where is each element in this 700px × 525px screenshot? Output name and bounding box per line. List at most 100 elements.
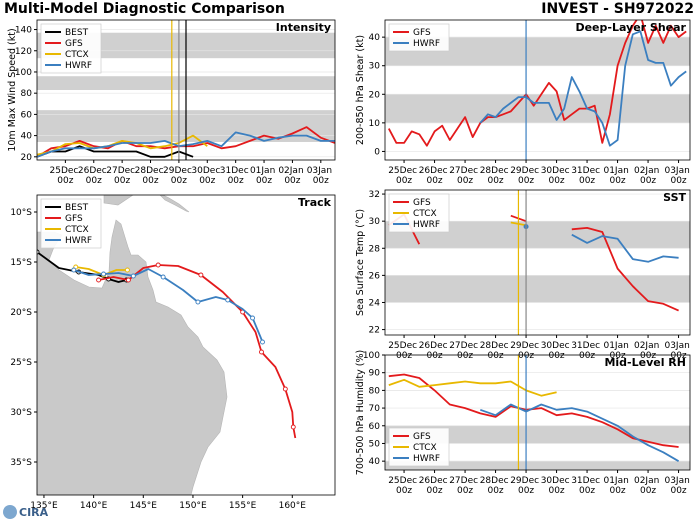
y-tick-label: 30: [369, 62, 381, 72]
x-tick-label: 150°E: [179, 501, 207, 511]
plot-area: [385, 20, 690, 152]
storm-id: INVEST - SH972022: [541, 1, 694, 17]
y-tick-label: 20°S: [10, 308, 32, 318]
y-tick-label: 90: [369, 369, 381, 379]
x-tick-label: 03Jan 00z: [664, 341, 692, 361]
track-point: [260, 339, 265, 345]
legend-label: BEST: [65, 28, 89, 38]
y-tick-label: 40: [369, 457, 381, 467]
x-tick-label: 27Dec 00z: [449, 476, 481, 496]
series-line: [571, 233, 679, 263]
x-tick-label: 26Dec 00z: [419, 166, 451, 186]
track-point: [195, 299, 201, 305]
y-tick-label: 24: [369, 298, 381, 308]
y-tick-label: 20: [21, 153, 33, 163]
logo: CIRA: [3, 505, 49, 519]
track-point: [37, 249, 40, 255]
x-tick-label: 27Dec 00z: [106, 166, 138, 186]
y-tick-label: 120: [15, 47, 32, 57]
plot-area: [37, 249, 297, 439]
track-point: [96, 277, 102, 283]
panel-frame: [384, 189, 691, 336]
x-tick-label: 27Dec 00z: [449, 166, 481, 186]
legend-label: HWRF: [65, 61, 92, 71]
y-tick-label: 15°S: [10, 258, 32, 268]
x-tick-label: 03Jan 00z: [307, 166, 335, 186]
x-tick-label: 01Jan 00z: [603, 476, 631, 496]
panel-title: SST: [663, 191, 686, 204]
x-tick-label: 28Dec 00z: [480, 476, 512, 496]
x-tick-label: 30Dec 00z: [541, 476, 573, 496]
x-tick-label: 26Dec 00z: [419, 476, 451, 496]
band: [385, 425, 690, 444]
y-tick-label: 28: [369, 244, 381, 254]
y-tick-label: 30: [369, 217, 381, 227]
legend-label: CTCX: [413, 443, 437, 453]
x-tick-label: 03Jan 00z: [664, 476, 692, 496]
band: [385, 275, 690, 303]
track-point: [160, 274, 166, 280]
legend-label: CTCX: [413, 209, 437, 219]
x-tick-label: 25Dec 00z: [50, 166, 82, 186]
x-tick-label: 31Dec 00z: [571, 166, 603, 186]
y-tick-label: 30°S: [10, 408, 32, 418]
y-tick-label: 100: [363, 351, 380, 361]
legend-label: HWRF: [65, 236, 92, 246]
track-point: [250, 315, 256, 321]
x-tick-label: 02Jan 00z: [634, 476, 662, 496]
x-tick-label: 02Jan 00z: [634, 341, 662, 361]
y-tick-label: 10: [369, 119, 381, 129]
x-tick-label: 30Dec 00z: [191, 166, 223, 186]
x-tick-label: 28Dec 00z: [480, 166, 512, 186]
legend-label: GFS: [65, 39, 83, 49]
x-tick-label: 02Jan 00z: [278, 166, 306, 186]
legend-label: GFS: [413, 28, 431, 38]
panel-frame: [36, 194, 336, 496]
x-tick-label: 145°E: [130, 501, 158, 511]
legend-label: CTCX: [65, 225, 89, 235]
series-line: [388, 20, 687, 147]
track-point: [155, 262, 161, 268]
series-line: [73, 268, 264, 343]
panel-title: Intensity: [276, 21, 331, 34]
x-tick-label: 140°E: [80, 501, 108, 511]
x-tick-label: 26Dec 00z: [78, 166, 110, 186]
x-tick-label: 27Dec 00z: [449, 341, 481, 361]
x-tick-label: 25Dec 00z: [388, 476, 420, 496]
y-tick-label: 60: [369, 422, 381, 432]
legend-label: GFS: [65, 214, 83, 224]
y-tick-label: 10°S: [10, 208, 32, 218]
series-line: [480, 403, 680, 462]
legend-label: GFS: [413, 198, 431, 208]
new-guinea-tail: [159, 195, 190, 213]
legend-label: GFS: [413, 432, 431, 442]
plot-area: [385, 355, 690, 470]
track-point: [125, 277, 131, 283]
x-tick-label: 135°E: [30, 501, 58, 511]
panel-frame: [384, 19, 691, 161]
y-tick-label: 20: [369, 90, 381, 100]
x-tick-label: 29Dec 00z: [163, 166, 195, 186]
x-tick-label: 25Dec 00z: [388, 341, 420, 361]
track-point: [124, 267, 130, 273]
x-tick-label: 01Jan 00z: [603, 166, 631, 186]
panel-frame: [36, 19, 336, 161]
legend-label: CTCX: [65, 50, 89, 60]
logo-text: CIRA: [19, 506, 49, 519]
track-point: [282, 386, 288, 392]
x-tick-label: 31Dec 00z: [571, 341, 603, 361]
x-tick-label: 31Dec 00z: [571, 476, 603, 496]
y-tick-label: 140: [15, 26, 32, 36]
x-tick-label: 160°E: [279, 501, 307, 511]
x-tick-label: 25Dec 00z: [388, 166, 420, 186]
track-point: [130, 273, 136, 279]
panel-title: Track: [298, 196, 332, 209]
x-tick-label: 28Dec 00z: [480, 341, 512, 361]
x-tick-label: 29Dec 00z: [510, 166, 542, 186]
track-point: [290, 424, 296, 430]
y-tick-label: 32: [369, 190, 380, 200]
y-tick-label: 25°S: [10, 358, 32, 368]
x-tick-label: 29Dec 00z: [510, 476, 542, 496]
new-guinea: [103, 195, 134, 206]
